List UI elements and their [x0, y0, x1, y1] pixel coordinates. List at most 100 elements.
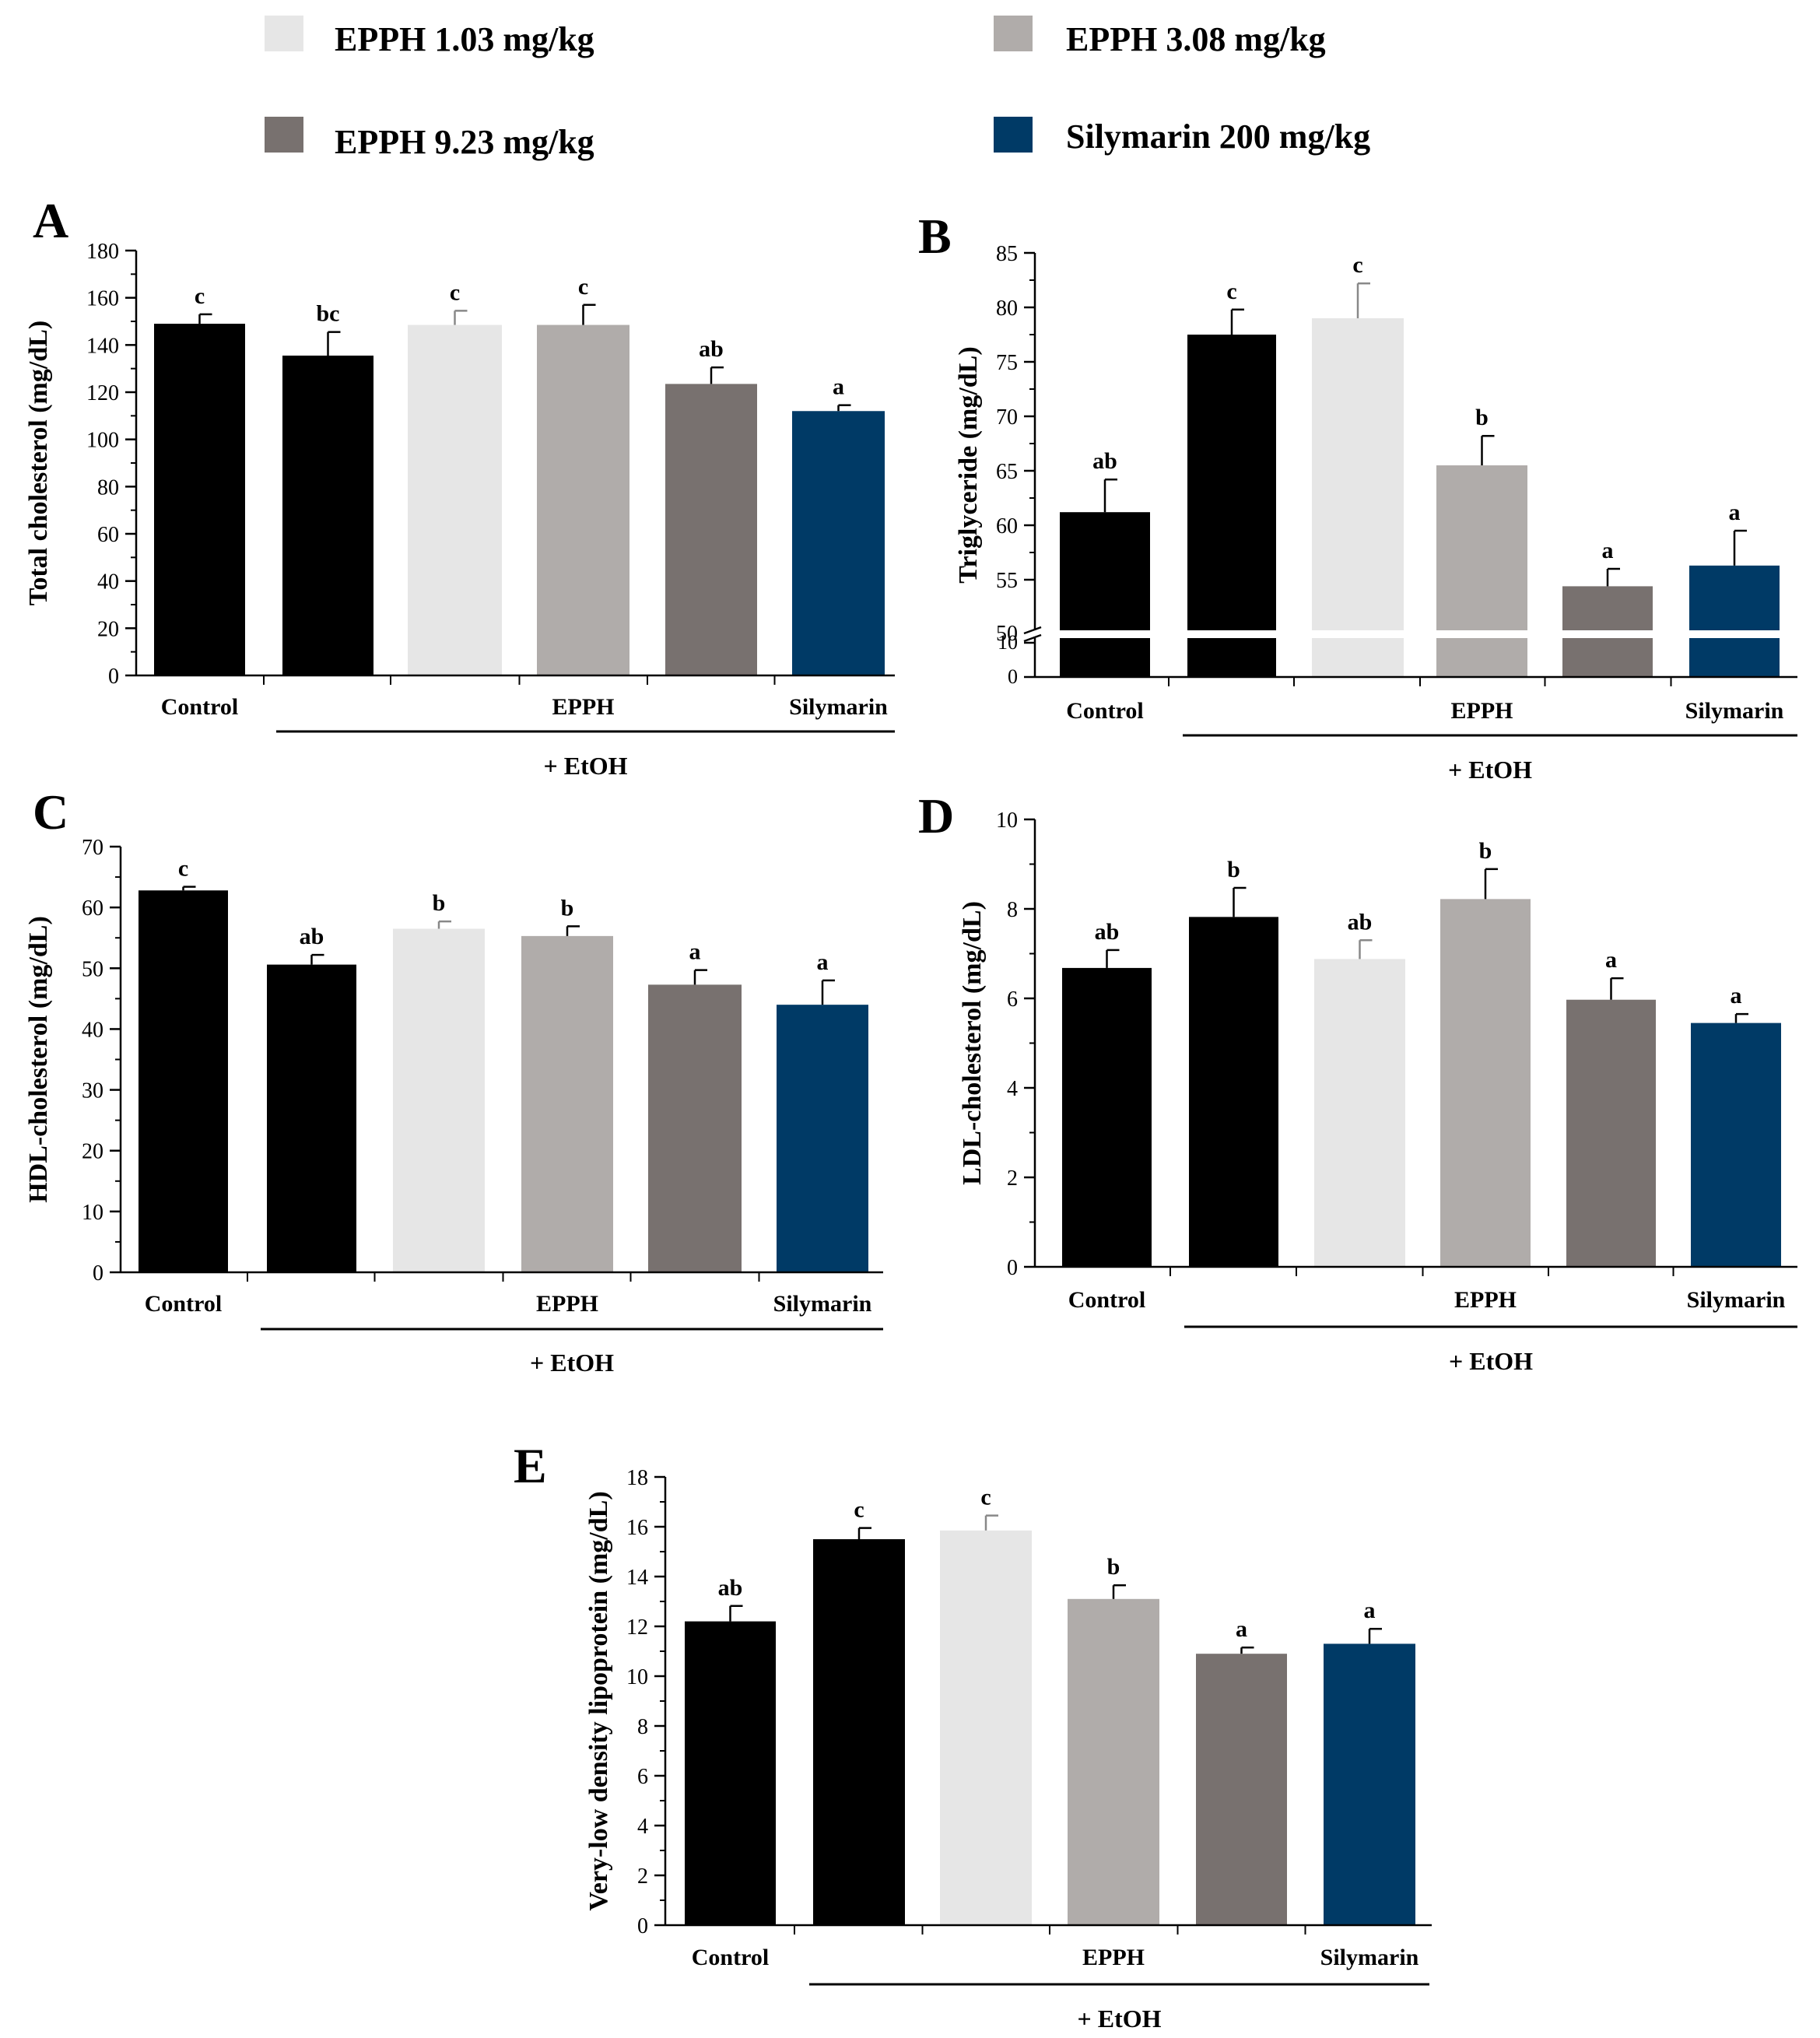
- y-tick-label: 0: [637, 1914, 648, 1938]
- x-label-epph: EPPH: [1082, 1945, 1145, 1970]
- y-tick-label: 75: [996, 351, 1018, 375]
- legend-label-epph-low: EPPH 1.03 mg/kg: [335, 20, 594, 58]
- y-tick-label: 55: [996, 569, 1018, 593]
- y-tick-label: 50: [82, 957, 103, 981]
- panel-letter-b: B: [918, 209, 952, 264]
- x-label-epph: EPPH: [1454, 1287, 1517, 1313]
- x-label-control: Control: [1066, 698, 1143, 724]
- bar: [139, 890, 228, 1272]
- x-label-epph: EPPH: [552, 694, 615, 720]
- y-tick-label: 40: [82, 1018, 103, 1042]
- significance-letter: c: [1226, 279, 1236, 304]
- y-tick-label: 20: [97, 617, 119, 641]
- y-tick-label: 60: [996, 514, 1018, 538]
- significance-letter: a: [689, 939, 701, 965]
- y-tick-label: 85: [996, 242, 1018, 266]
- x-label-silymarin: Silymarin: [773, 1291, 872, 1317]
- bar: [1691, 1023, 1781, 1267]
- y-tick-label: 2: [637, 1864, 648, 1889]
- y-tick-label: 8: [1007, 898, 1018, 922]
- bar: [282, 355, 373, 675]
- axis-break-mark: [1023, 626, 1042, 635]
- significance-letter: b: [433, 890, 446, 916]
- y-tick-label: 160: [86, 287, 119, 311]
- significance-letter: ab: [1348, 909, 1373, 935]
- significance-letter: c: [854, 1497, 864, 1523]
- legend-label-epph-high: EPPH 9.23 mg/kg: [335, 123, 594, 161]
- y-tick-label: 60: [82, 896, 103, 921]
- bar: [940, 1530, 1032, 1925]
- bar: [1060, 512, 1150, 677]
- x-label-control: Control: [1068, 1287, 1145, 1313]
- y-axis-label: Triglyceride (mg/dL): [954, 346, 983, 583]
- ethanol-label: + EtOH: [1449, 1347, 1533, 1375]
- y-tick-label: 4: [637, 1815, 648, 1839]
- significance-letter: a: [1729, 500, 1741, 525]
- y-tick-label: 100: [86, 429, 119, 453]
- axis-break-gap: [1036, 630, 1797, 638]
- axis-break-mark: [1023, 633, 1042, 643]
- y-tick-label: 10: [996, 809, 1018, 833]
- y-tick-label: 70: [82, 836, 103, 860]
- x-label-silymarin: Silymarin: [789, 694, 888, 720]
- y-tick-label: 60: [97, 523, 119, 547]
- bar: [408, 324, 502, 675]
- panel-letter-c: C: [33, 784, 68, 840]
- panel-letter-d: D: [918, 788, 954, 844]
- ethanol-label: + EtOH: [543, 752, 627, 780]
- bar: [1566, 999, 1656, 1267]
- y-tick-label: 80: [97, 475, 119, 500]
- bar: [665, 384, 757, 675]
- y-tick-label: 50: [996, 622, 1018, 646]
- bar: [792, 411, 885, 675]
- y-tick-label: 70: [996, 405, 1018, 430]
- bar: [1324, 1643, 1415, 1925]
- significance-letter: b: [561, 895, 574, 921]
- bar: [813, 1539, 905, 1925]
- y-axis-label: LDL-cholesterol (mg/dL): [958, 901, 987, 1185]
- significance-letter: c: [450, 279, 460, 305]
- chart-panel-c: C HDL-cholesterol (mg/dL) c ab b b a a 0 10 20 30 40…: [24, 784, 883, 1377]
- bar: [685, 1621, 776, 1925]
- bar: [154, 324, 245, 675]
- bar: [777, 1005, 868, 1272]
- significance-letter: b: [1227, 857, 1240, 882]
- x-label-epph: EPPH: [536, 1291, 598, 1317]
- y-tick-label: 10: [82, 1201, 103, 1225]
- y-tick-label: 30: [82, 1079, 103, 1103]
- ethanol-label: + EtOH: [1077, 2005, 1161, 2033]
- ethanol-label: + EtOH: [1448, 756, 1532, 784]
- y-tick-label: 4: [1007, 1077, 1018, 1101]
- y-tick-label: 2: [1007, 1166, 1018, 1191]
- y-tick-label: 6: [1007, 987, 1018, 1012]
- x-label-control: Control: [692, 1945, 769, 1970]
- significance-letter: a: [1364, 1598, 1376, 1623]
- y-tick-label: 0: [108, 665, 119, 689]
- bar: [1440, 899, 1531, 1267]
- legend-swatch-epph-mid: [994, 16, 1033, 51]
- bar: [1312, 318, 1404, 677]
- x-label-epph: EPPH: [1451, 698, 1513, 724]
- legend-swatch-epph-low: [265, 16, 303, 51]
- bar: [1689, 565, 1780, 677]
- x-label-control: Control: [145, 1291, 222, 1317]
- panel-letter-e: E: [514, 1438, 547, 1493]
- y-tick-label: 16: [626, 1516, 648, 1540]
- significance-letter: ab: [699, 336, 724, 362]
- legend-swatch-silymarin: [994, 117, 1033, 153]
- y-tick-label: 6: [637, 1765, 648, 1789]
- significance-letter: b: [1475, 405, 1489, 430]
- bar: [1068, 1598, 1159, 1925]
- significance-letter: c: [1352, 252, 1362, 278]
- x-label-control: Control: [161, 694, 238, 720]
- significance-letter: b: [1479, 838, 1492, 864]
- x-label-silymarin: Silymarin: [1687, 1287, 1786, 1313]
- y-tick-label: 80: [996, 296, 1018, 321]
- y-tick-label: 40: [97, 570, 119, 595]
- significance-letter: a: [817, 949, 829, 975]
- y-tick-label: 10: [626, 1665, 648, 1689]
- significance-letter: a: [1236, 1616, 1247, 1642]
- panel-letter-a: A: [33, 193, 68, 248]
- significance-letter: a: [1602, 538, 1614, 563]
